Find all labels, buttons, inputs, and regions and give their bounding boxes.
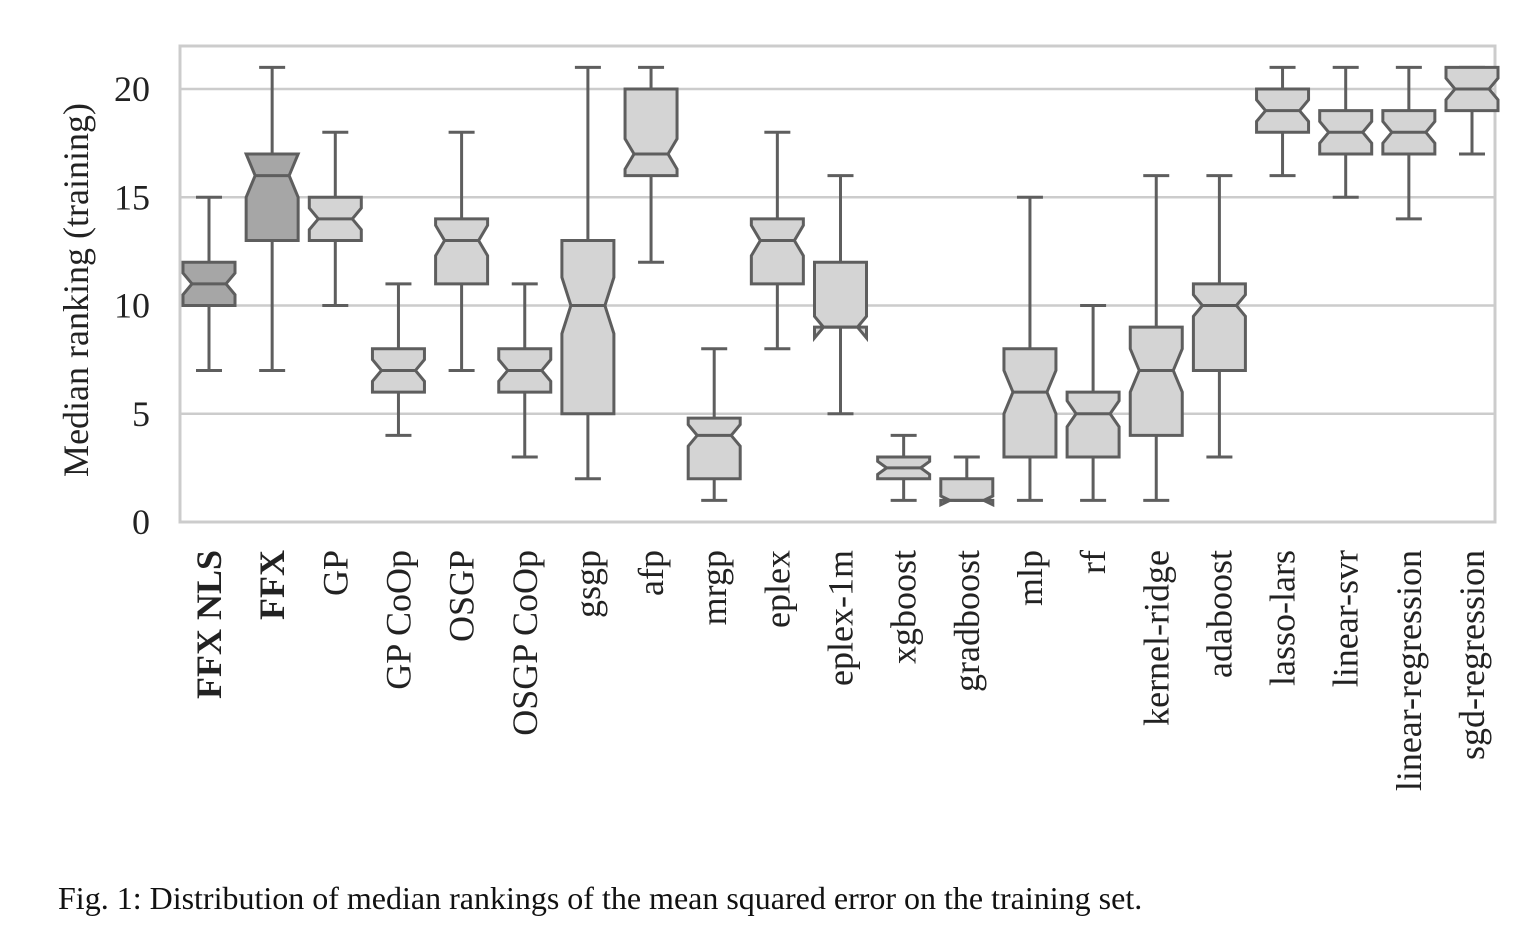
box-body <box>623 87 679 178</box>
box-sgd-regression <box>1444 65 1500 156</box>
x-tick-label: mlp <box>1010 550 1050 606</box>
y-tick-label: 15 <box>114 177 150 217</box>
box-osgp <box>434 130 490 372</box>
box-afp <box>623 65 679 264</box>
x-tick-label: mrgp <box>694 550 734 625</box>
x-tick-label: GP <box>315 550 355 596</box>
box-lasso-lars <box>1255 65 1311 178</box>
box-body <box>686 416 742 481</box>
box-body <box>749 217 805 286</box>
plot-frame <box>178 44 1497 524</box>
x-tick-label: kernel-ridge <box>1136 550 1176 726</box>
x-tick-label: xgboost <box>884 550 924 664</box>
box-gp-coop <box>370 282 426 437</box>
box-xgboost <box>876 433 932 502</box>
x-tick-label: FFX NLS <box>189 550 229 699</box>
box-gsgp <box>560 65 616 481</box>
box-eplex <box>749 130 805 351</box>
box-mlp <box>1002 195 1058 502</box>
box-eplex-1m <box>813 174 868 416</box>
x-tick-label: eplex-1m <box>821 550 861 686</box>
box-body <box>243 152 301 243</box>
x-tick-label: OSGP <box>442 550 482 642</box>
box-mrgp <box>686 347 742 502</box>
box-body <box>1191 282 1247 372</box>
x-tick-label: FFX <box>252 550 292 620</box>
box-body <box>1065 390 1121 459</box>
box-linear-regression <box>1381 65 1437 221</box>
x-tick-label: lasso-lars <box>1263 550 1303 686</box>
box-ffx <box>243 65 301 372</box>
box-body <box>939 477 995 508</box>
x-tick-label: eplex <box>757 550 797 628</box>
x-tick-labels: FFX NLS FFX GP GP CoOp OSGP OSGP CoOp gsgp afp m… <box>189 550 1492 791</box>
x-tick-label: adaboost <box>1199 550 1239 678</box>
box-gp <box>307 130 363 307</box>
box-body <box>434 217 490 286</box>
x-tick-label: OSGP CoOp <box>505 550 545 736</box>
box-linear-svr <box>1318 65 1374 199</box>
box-body <box>1128 325 1184 437</box>
box-kernel-ridge <box>1128 174 1184 502</box>
box-body <box>813 260 868 343</box>
x-tick-label: GP CoOp <box>378 550 418 690</box>
y-tick-label: 0 <box>132 502 150 542</box>
x-tick-label: sgd-regression <box>1452 550 1492 760</box>
x-tick-label: linear-svr <box>1326 550 1366 687</box>
y-tick-label: 20 <box>114 69 150 109</box>
box-ffx-nls <box>181 195 237 372</box>
x-tick-label: afp <box>631 550 671 596</box>
box-osgp-coop <box>497 282 553 459</box>
box-adaboost <box>1191 174 1247 459</box>
x-tick-label: rf <box>1073 550 1113 574</box>
x-tick-label: gradboost <box>947 550 987 692</box>
x-tick-label: linear-regression <box>1389 550 1429 791</box>
figure-caption: Fig. 1: Distribution of median rankings … <box>58 880 1143 916</box>
box-rf <box>1065 304 1121 502</box>
box-gradboost <box>939 455 995 508</box>
box-body <box>1002 347 1058 459</box>
y-tick-label: 10 <box>114 286 150 326</box>
y-tick-label: 5 <box>132 394 150 434</box>
box-body <box>560 239 616 416</box>
y-axis-label: Median ranking (training) <box>56 103 96 477</box>
y-tick-labels: 0 5 10 15 20 <box>114 69 150 542</box>
boxplot-chart: 0 5 10 15 20 FFX NLS FFX GP GP CoOp OSGP OSGP CoO… <box>56 44 1500 791</box>
x-tick-label: gsgp <box>568 550 608 618</box>
box-series <box>181 65 1500 508</box>
